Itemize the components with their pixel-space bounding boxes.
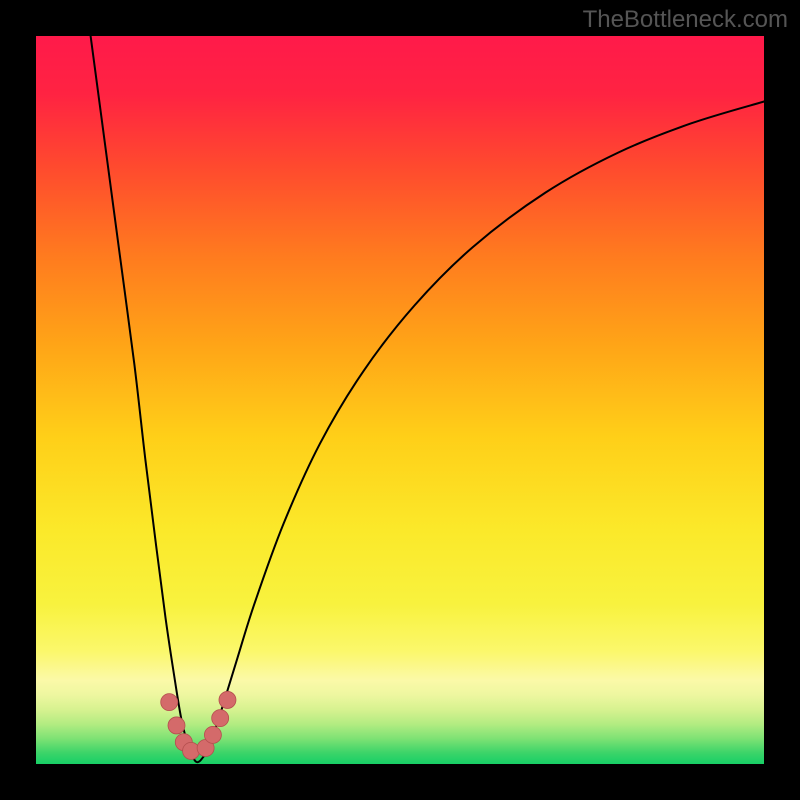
chart-frame	[36, 36, 764, 764]
curve-marker	[161, 694, 178, 711]
gradient-background	[36, 36, 764, 764]
curve-marker	[183, 742, 200, 759]
curve-marker	[212, 710, 229, 727]
curve-marker	[219, 691, 236, 708]
watermark-text: TheBottleneck.com	[583, 6, 788, 34]
curve-marker	[168, 717, 185, 734]
chart-svg	[36, 36, 764, 764]
curve-marker	[204, 726, 221, 743]
